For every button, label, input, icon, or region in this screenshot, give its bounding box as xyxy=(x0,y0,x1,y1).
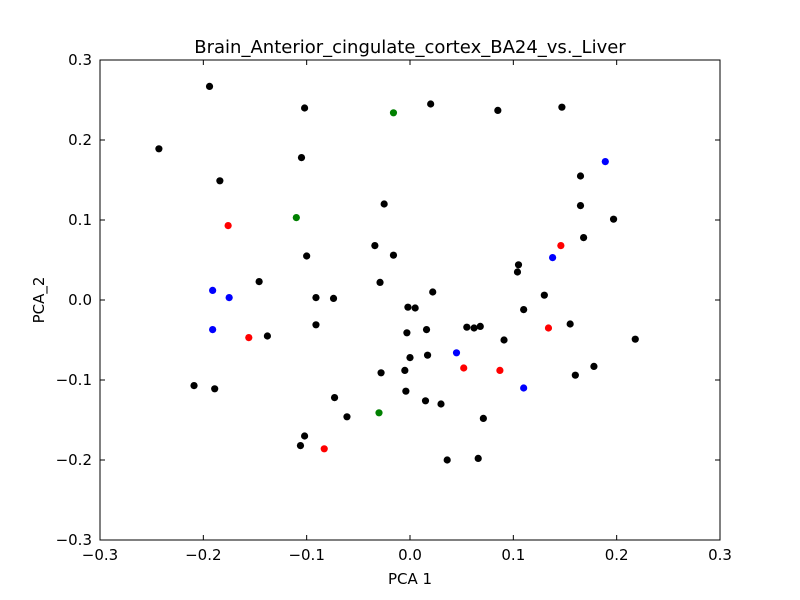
data-point xyxy=(609,215,618,223)
points-layer xyxy=(155,82,639,464)
y-tick-label: −0.1 xyxy=(56,371,92,389)
x-tick-label: 0.0 xyxy=(398,546,422,564)
data-point xyxy=(576,172,585,180)
y-tick-label: −0.2 xyxy=(56,451,92,469)
x-axis-label: PCA 1 xyxy=(388,570,432,588)
data-point xyxy=(312,321,320,329)
data-point xyxy=(544,324,553,332)
data-point xyxy=(205,82,214,90)
chart-title: Brain_Anterior_cingulate_cortex_BA24_vs.… xyxy=(194,37,626,58)
data-point xyxy=(421,397,430,405)
data-point xyxy=(549,254,557,262)
data-point xyxy=(474,454,482,462)
data-point xyxy=(601,158,609,166)
x-tick-label: 0.2 xyxy=(605,546,629,564)
x-tick-label: −0.3 xyxy=(82,546,118,564)
data-point xyxy=(375,409,383,417)
y-tick-label: 0.3 xyxy=(68,51,92,69)
ticks-layer: −0.3 −0.2 −0.1 0.0 0.1 0.2 0.3 −0.3 −0.2 −0.1 0.0 0… xyxy=(56,51,732,564)
data-point xyxy=(500,336,508,344)
data-point xyxy=(463,323,471,331)
data-point xyxy=(303,252,311,260)
data-point xyxy=(245,334,253,342)
data-point xyxy=(255,278,263,286)
data-point xyxy=(209,326,217,334)
data-point xyxy=(297,154,306,162)
data-point xyxy=(329,294,338,302)
data-point xyxy=(296,442,305,450)
data-point xyxy=(209,286,217,294)
data-point xyxy=(514,261,523,269)
data-point xyxy=(320,445,328,453)
data-point xyxy=(443,456,451,464)
data-point xyxy=(423,351,432,359)
data-point xyxy=(557,242,565,250)
data-point xyxy=(429,288,437,296)
data-point xyxy=(452,349,461,357)
data-point xyxy=(224,222,232,230)
data-point xyxy=(377,369,385,377)
data-point xyxy=(376,278,384,286)
data-point xyxy=(520,384,528,392)
data-point xyxy=(190,382,198,390)
data-point xyxy=(225,294,233,302)
x-tick-label: 0.3 xyxy=(708,546,732,564)
data-point xyxy=(403,329,411,337)
data-point xyxy=(401,366,409,374)
data-point xyxy=(437,400,445,408)
data-point xyxy=(263,332,271,340)
data-point xyxy=(460,364,468,372)
data-point xyxy=(380,200,388,208)
data-point xyxy=(496,366,504,374)
data-point xyxy=(558,103,566,111)
data-point xyxy=(576,202,585,210)
plot-frame xyxy=(99,59,721,541)
data-point xyxy=(406,354,414,362)
y-tick-label: −0.3 xyxy=(56,531,92,549)
data-point xyxy=(590,362,598,370)
data-point xyxy=(371,242,379,250)
data-point xyxy=(330,394,339,402)
data-point xyxy=(292,214,300,222)
data-point xyxy=(301,104,309,112)
data-point xyxy=(216,177,224,185)
data-point xyxy=(580,234,588,242)
data-point xyxy=(389,109,398,117)
data-point xyxy=(404,303,412,311)
data-point xyxy=(540,291,548,299)
data-point xyxy=(301,432,309,440)
data-point xyxy=(427,100,435,108)
data-point xyxy=(343,413,351,421)
data-point xyxy=(402,387,410,395)
data-point xyxy=(470,324,478,332)
data-point xyxy=(411,304,419,312)
y-tick-label: 0.0 xyxy=(68,291,92,309)
x-tick-label: 0.1 xyxy=(501,546,525,564)
data-point xyxy=(571,371,579,379)
data-point xyxy=(422,326,431,334)
x-tick-label: −0.2 xyxy=(185,546,221,564)
data-point xyxy=(476,322,484,330)
data-point xyxy=(155,145,163,153)
data-point xyxy=(631,335,639,343)
y-axis-label: PCA_2 xyxy=(30,277,49,324)
data-point xyxy=(513,268,522,276)
data-point xyxy=(566,320,574,328)
data-point xyxy=(479,414,487,422)
x-tick-label: −0.1 xyxy=(288,546,324,564)
y-tick-label: 0.2 xyxy=(68,131,92,149)
data-point xyxy=(520,306,528,314)
y-tick-label: 0.1 xyxy=(68,211,92,229)
data-point xyxy=(312,294,320,302)
data-point xyxy=(211,385,219,393)
data-point xyxy=(494,106,502,114)
data-point xyxy=(389,251,398,259)
